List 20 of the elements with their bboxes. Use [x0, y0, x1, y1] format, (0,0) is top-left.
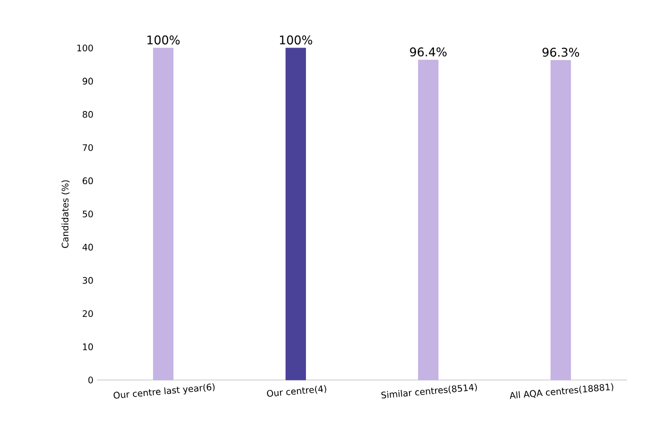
y-tick-label: 90 [82, 78, 93, 85]
data-label: 96.4% [410, 47, 447, 56]
y-tick-label: 70 [82, 144, 93, 151]
data-label: 100% [280, 35, 312, 44]
y-tick-label: 10 [83, 343, 93, 350]
data-label: 96.3% [542, 48, 580, 57]
data-label: 100% [147, 35, 180, 44]
y-tick-label: 60 [82, 177, 93, 184]
y-axis-title: Candidates (%) [62, 180, 70, 248]
x-tick-label: Our centre last year(6) [114, 383, 215, 399]
y-tick-label: 100 [77, 44, 93, 52]
y-tick-label: 30 [82, 277, 93, 284]
y-tick-label: 40 [82, 244, 93, 251]
x-tick-label: Our centre(4) [267, 385, 326, 397]
y-tick-label: 50 [82, 210, 93, 218]
x-tick-label: Similar centres(8514) [381, 383, 477, 398]
y-tick-label: 80 [82, 111, 93, 118]
y-tick-label: 0 [88, 376, 93, 384]
x-tick-label: All AQA centres(18881) [510, 383, 614, 399]
y-tick-label: 20 [82, 310, 93, 317]
